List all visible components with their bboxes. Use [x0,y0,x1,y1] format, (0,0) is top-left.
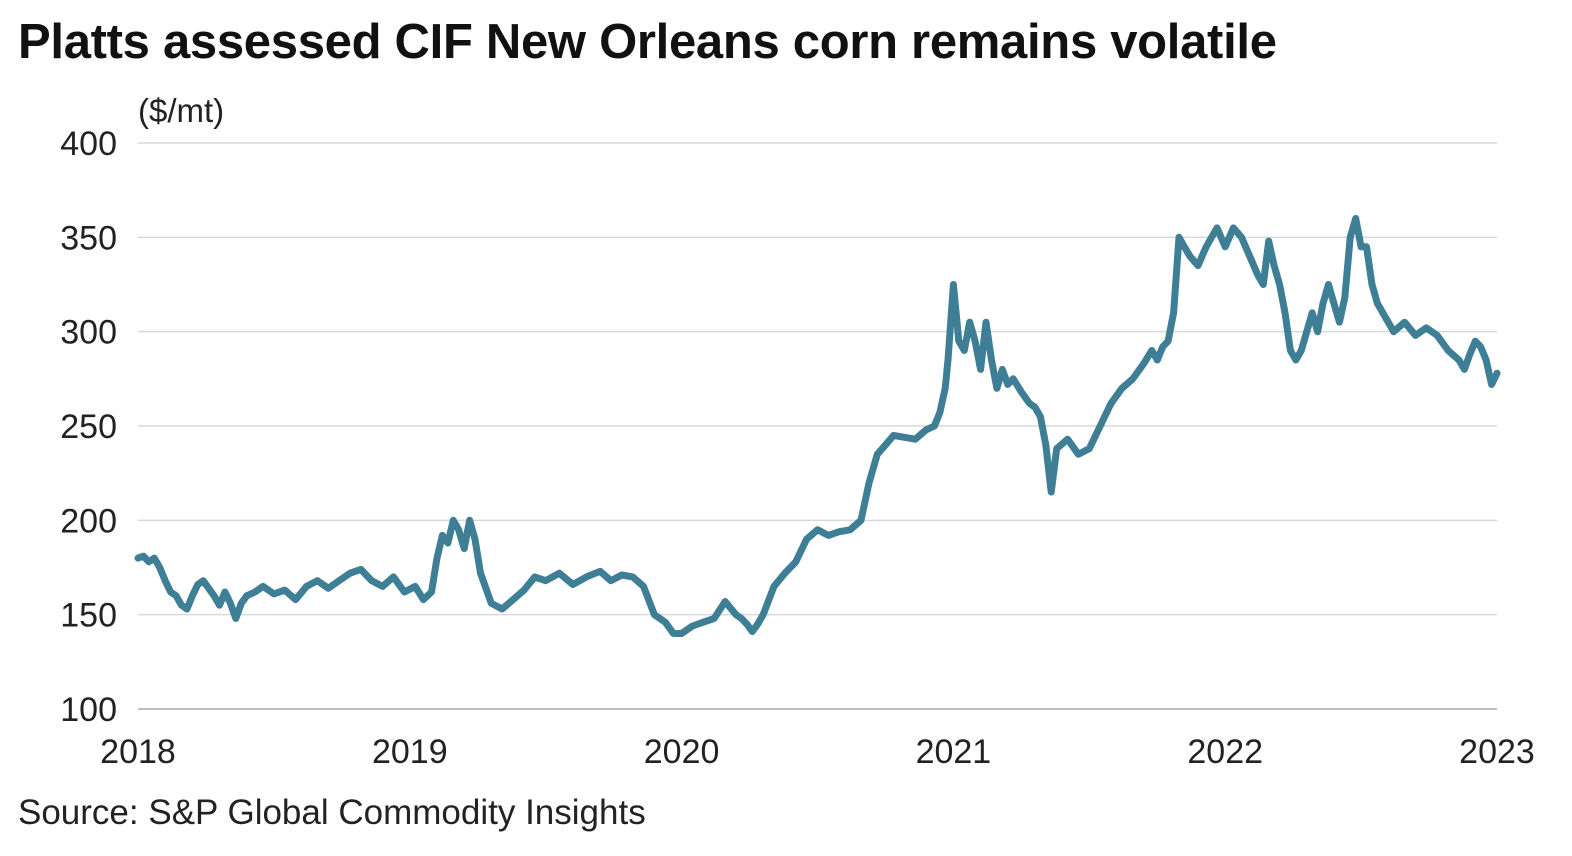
source-note: Source: S&P Global Commodity Insights [18,793,646,832]
series-group [134,215,1501,637]
y-axis-unit-label: ($/mt) [138,92,224,129]
chart-title: Platts assessed CIF New Orleans corn rem… [18,15,1277,69]
y-tick-label: 250 [60,408,117,446]
y-tick-label: 100 [60,691,117,729]
y-tick-label: 300 [60,314,117,352]
x-tick-label: 2020 [644,733,720,771]
grid-lines [138,142,1497,710]
y-tick-label: 200 [60,502,117,540]
x-tick-label: 2018 [100,733,176,771]
axes: 100 150 200 250 300 350 400 2018 2019 2020 2021 202… [60,125,1535,771]
x-tick-label: 2021 [916,733,992,771]
x-tick-label: 2019 [372,733,448,771]
y-tick-label: 350 [60,219,117,257]
series-line-0 [134,215,1501,637]
x-tick-label: 2023 [1459,733,1535,771]
x-tick-label: 2022 [1187,733,1263,771]
y-tick-label: 150 [60,597,117,635]
y-tick-label: 400 [60,125,117,163]
